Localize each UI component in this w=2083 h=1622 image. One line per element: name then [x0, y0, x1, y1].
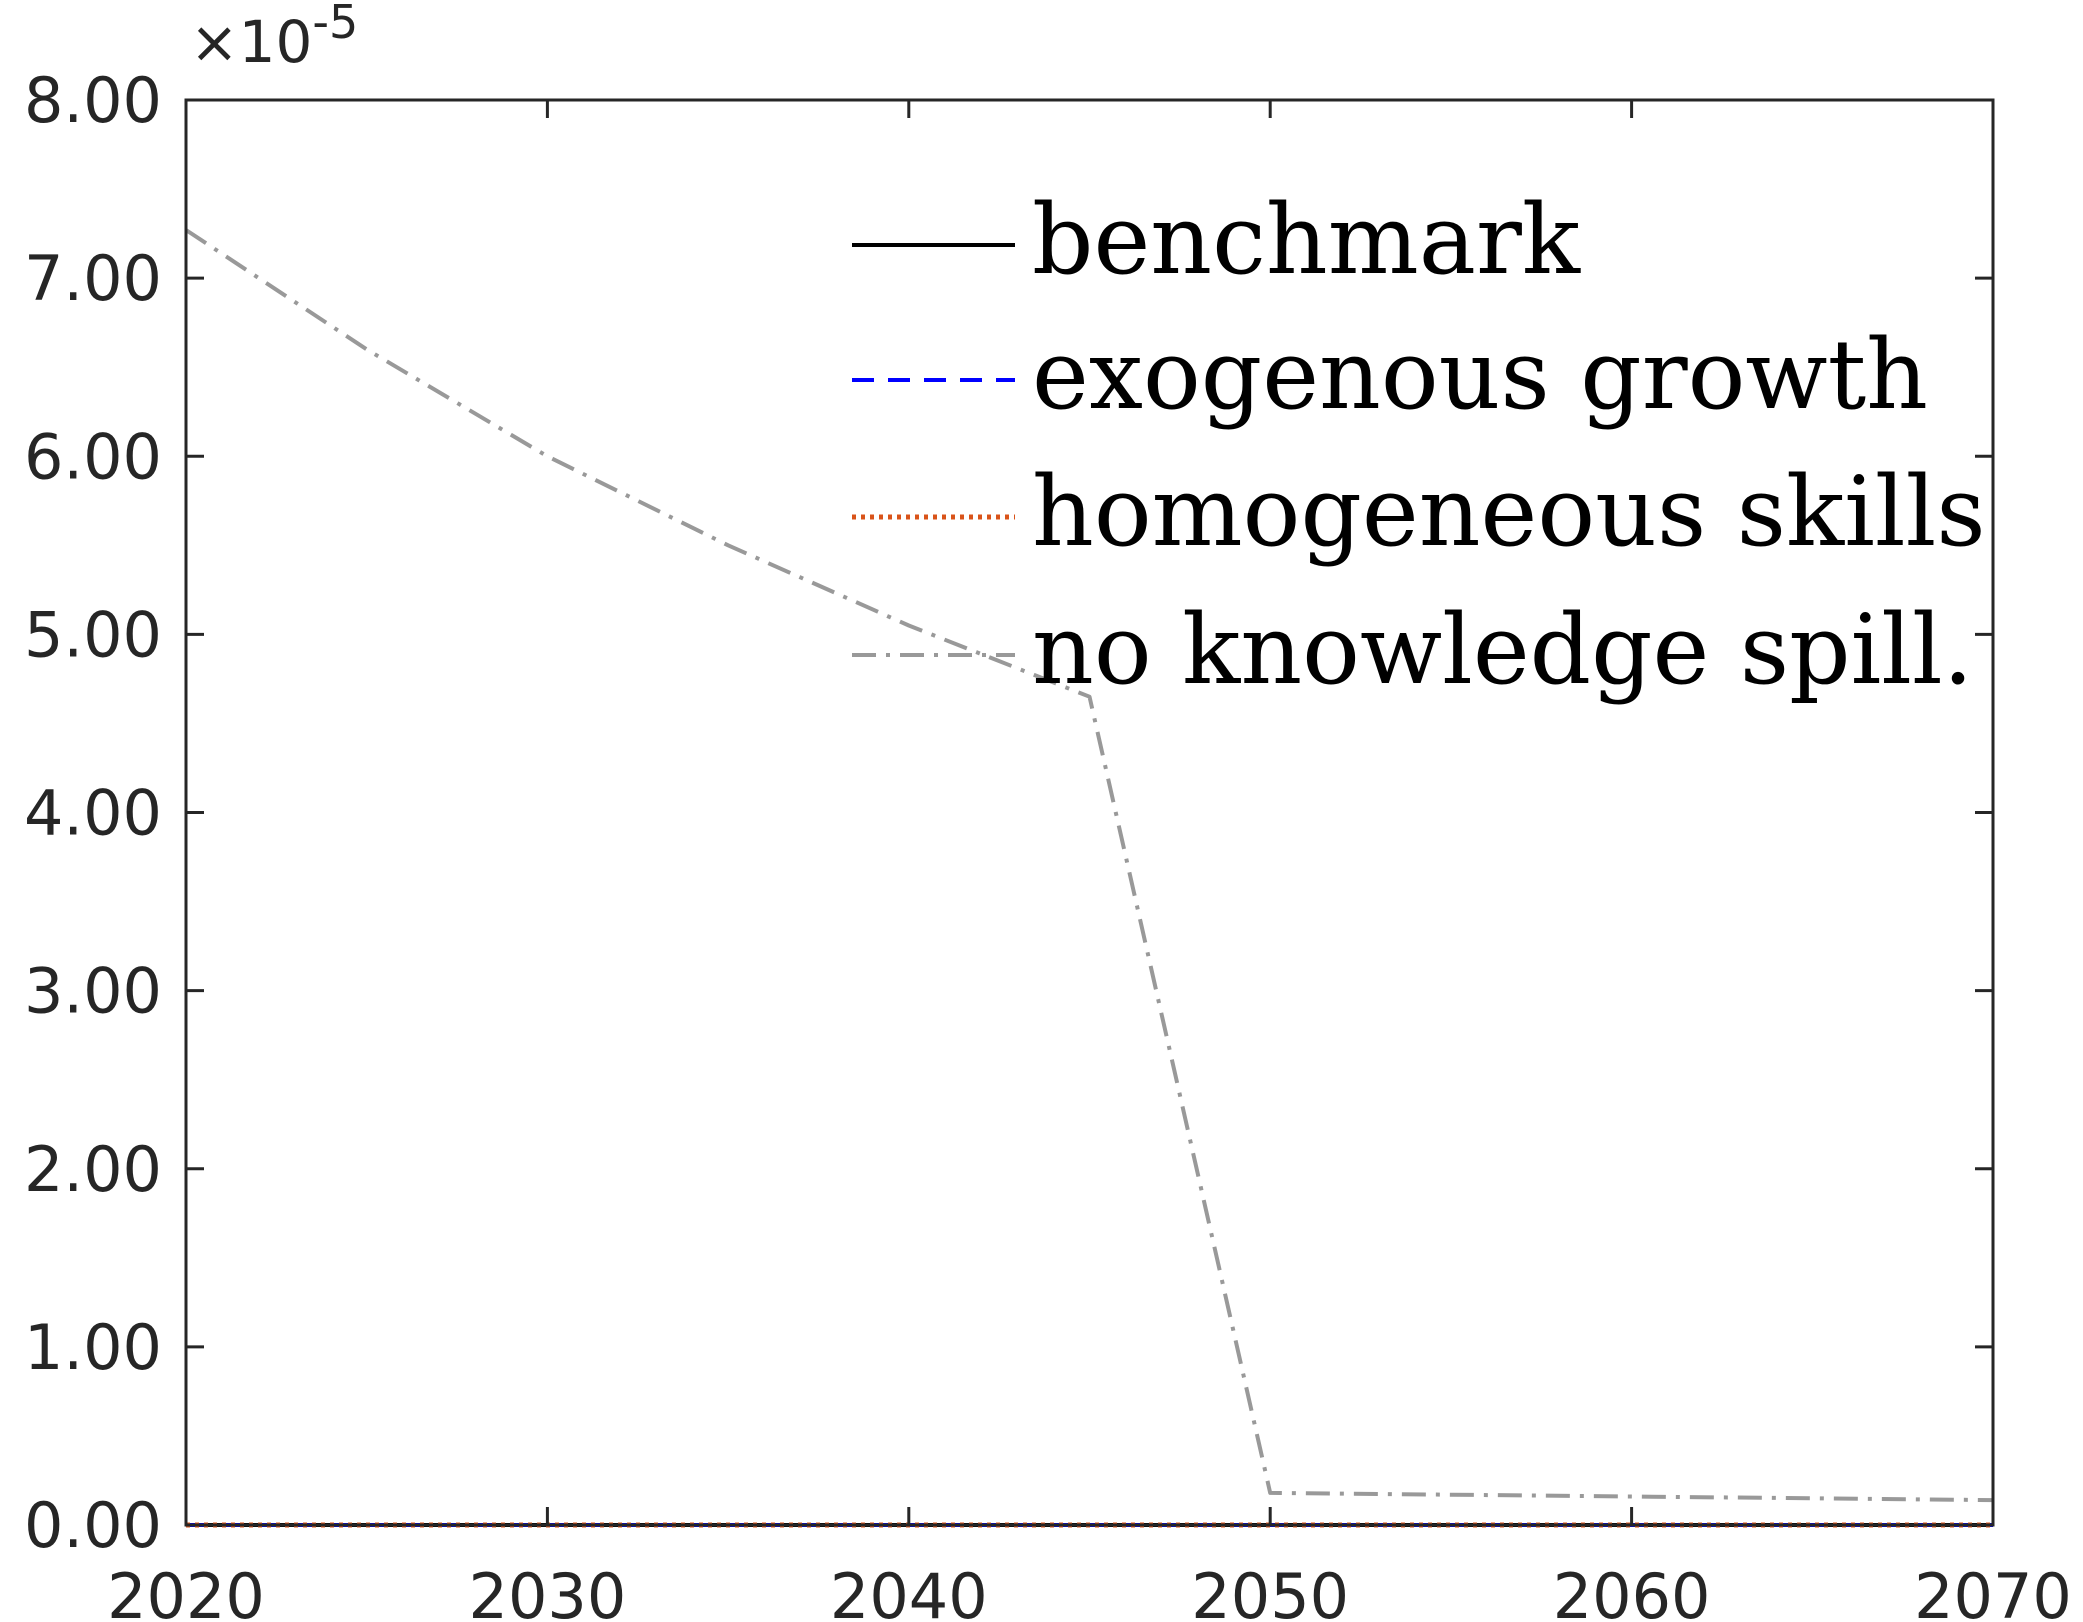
y-tick-label: 7.00: [24, 242, 162, 315]
legend-label: homogeneous skills: [1032, 456, 1986, 568]
x-tick-label: 2020: [107, 1560, 265, 1622]
x-tick-label: 2060: [1553, 1560, 1711, 1622]
y-exponent-label: ×10-5: [190, 0, 358, 76]
legend-label: no knowledge spill.: [1032, 594, 1973, 706]
x-tick-label: 2070: [1914, 1560, 2072, 1622]
y-tick-label: 8.00: [24, 64, 162, 137]
y-tick-label: 2.00: [24, 1133, 162, 1206]
y-tick-label: 6.00: [24, 420, 162, 493]
series-line-3: [184, 228, 1994, 1503]
legend: benchmark exogenous growth homogeneous ski…: [852, 184, 1986, 706]
x-tick-label: 2030: [469, 1560, 627, 1622]
y-exponent-base: ×10: [190, 8, 312, 76]
y-tick-label: 5.00: [24, 598, 162, 671]
y-tick-label: 1.00: [24, 1311, 162, 1384]
y-exponent-power: -5: [312, 0, 358, 49]
legend-label: exogenous growth: [1032, 319, 1928, 431]
legend-label: benchmark: [1032, 184, 1581, 296]
y-tick-label: 4.00: [24, 777, 162, 850]
axes-layer: 2020 2030 2040 2050 2060 2070 0.00 1.00 2.00 3.00…: [24, 64, 2072, 1622]
x-tick-label: 2040: [830, 1560, 988, 1622]
y-tick-label: 0.00: [24, 1489, 162, 1562]
y-tick-label: 3.00: [24, 955, 162, 1028]
x-tick-label: 2050: [1191, 1560, 1349, 1622]
